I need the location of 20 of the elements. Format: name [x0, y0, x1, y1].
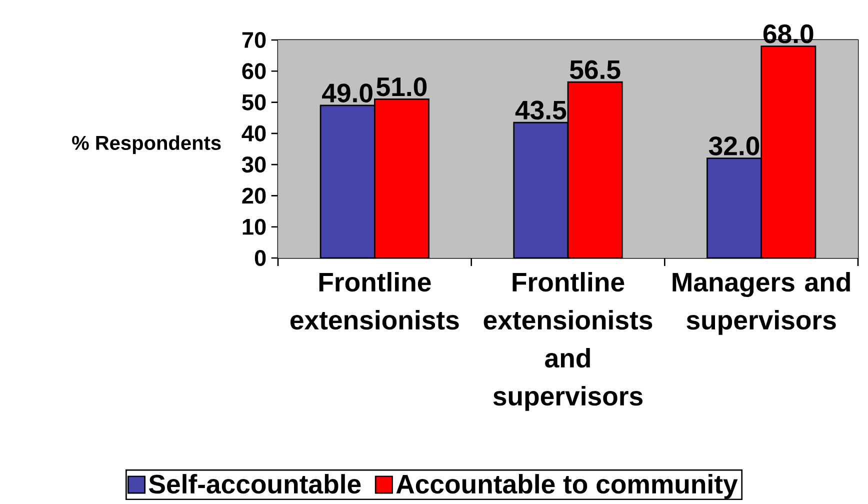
data-label: 43.5: [515, 100, 566, 120]
y-tick-label: 40: [242, 125, 266, 142]
data-label: 49.0: [322, 84, 372, 102]
x-tick-label: Frontline extensionists: [290, 272, 459, 330]
y-axis-title: % Respondents: [72, 135, 221, 154]
data-label: 51.0: [376, 77, 427, 96]
legend-label: Accountable to community: [396, 474, 738, 499]
y-tick-label: 60: [242, 63, 266, 80]
y-tick-label: 10: [242, 218, 266, 235]
x-tick-label: Frontline extensionists and supervisors: [484, 272, 652, 411]
y-tick-label: 20: [242, 188, 266, 204]
y-tick-label: 50: [242, 94, 266, 110]
data-label: 56.5: [570, 60, 620, 80]
data-label: 32.0: [708, 136, 760, 156]
legend-label: Self-accountable: [148, 474, 361, 494]
y-tick-label: 30: [242, 156, 266, 173]
data-label: 68.0: [763, 24, 814, 44]
y-tick-label: 0: [254, 250, 266, 266]
x-tick-label: Managers and supervisors: [672, 272, 850, 335]
y-tick-label: 70: [242, 32, 266, 48]
